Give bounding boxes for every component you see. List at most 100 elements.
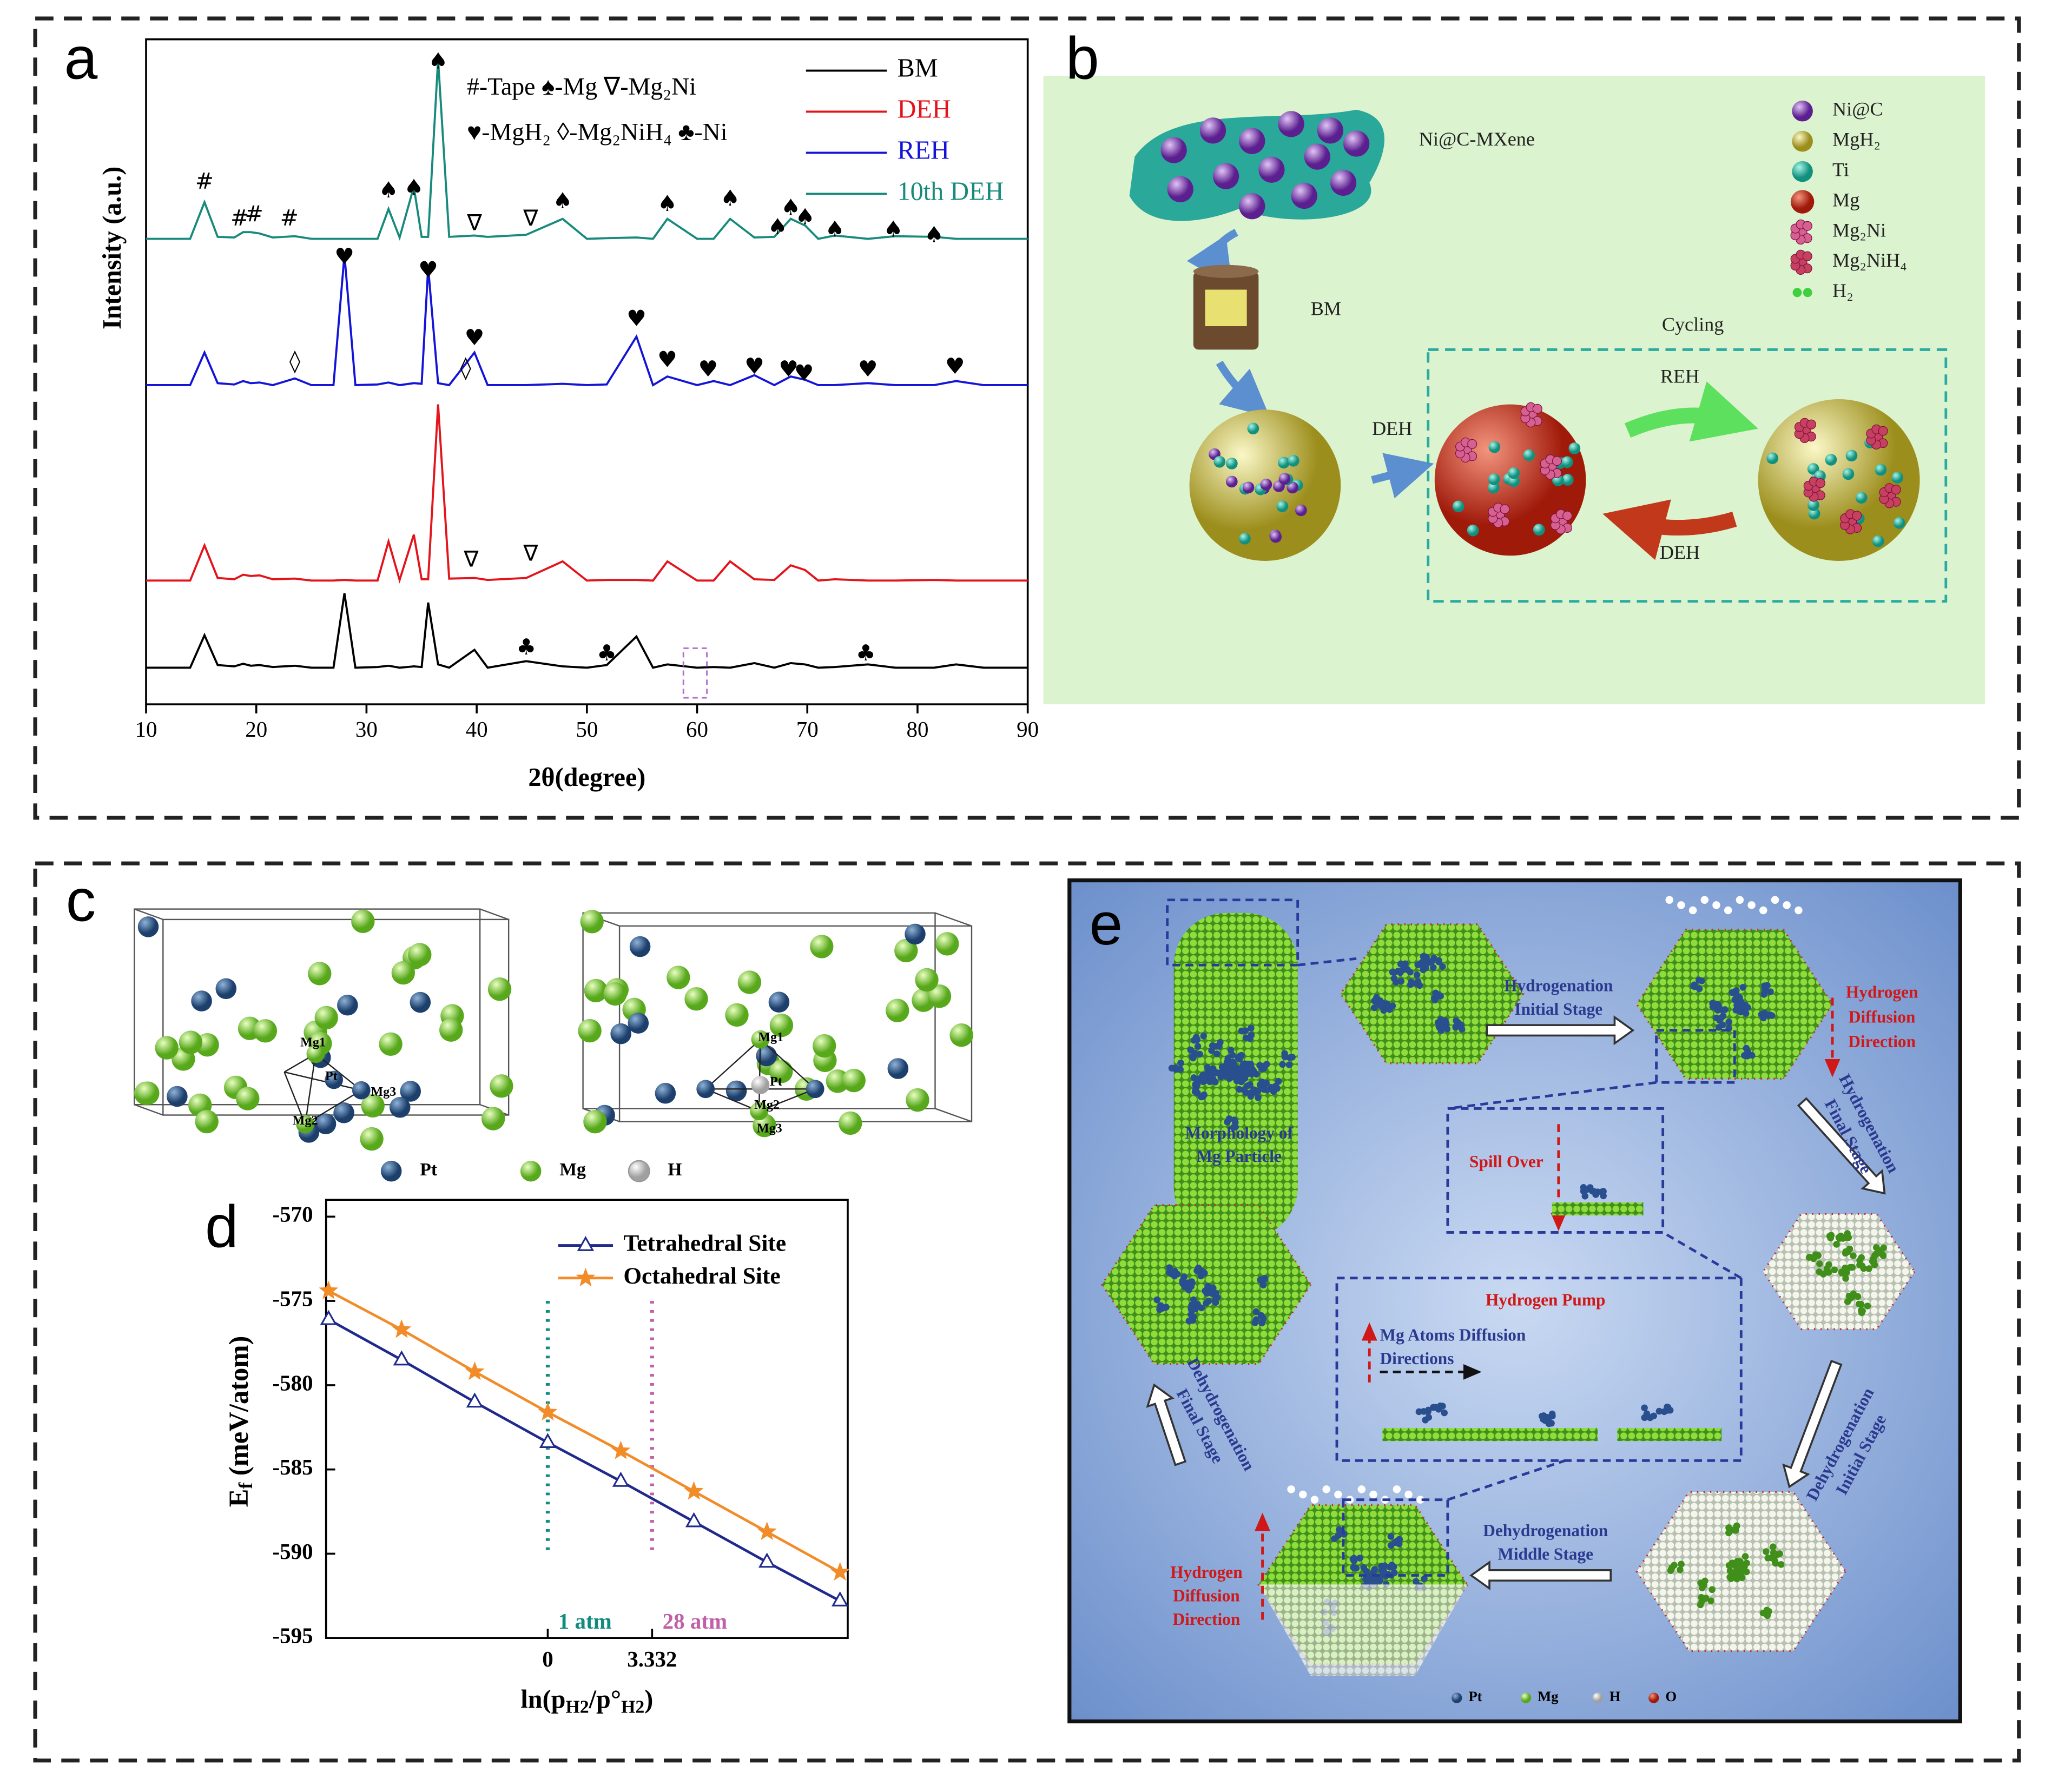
mg-atom — [915, 968, 939, 992]
triangle-marker — [612, 1471, 630, 1487]
cluster-atom — [1727, 1575, 1734, 1582]
ni-c-particle — [1212, 163, 1239, 189]
cluster-atom — [1430, 955, 1437, 962]
dashed-box — [1446, 1107, 1665, 1234]
dot — [1239, 532, 1251, 545]
label: ♠ — [795, 203, 815, 229]
series-line — [328, 1318, 841, 1602]
label: REH — [898, 136, 949, 164]
label: ♣ — [516, 634, 536, 660]
dot — [1875, 464, 1887, 476]
stage-arrow — [1486, 1015, 1635, 1046]
cluster-atom — [1209, 1042, 1216, 1049]
label: Dehydrogenation — [1483, 1521, 1608, 1540]
xrd-line — [146, 59, 1028, 241]
plot-frame — [325, 1199, 849, 1639]
cluster-atom — [1421, 1575, 1428, 1583]
label: Mg3 — [757, 1122, 782, 1136]
h-atom — [1334, 1490, 1342, 1499]
ni-c-particle — [1304, 143, 1330, 170]
cluster-atom — [1196, 1050, 1203, 1058]
h-atom — [1771, 896, 1779, 904]
dot — [1242, 481, 1255, 494]
cluster-atom — [1202, 1287, 1209, 1294]
label: Hydrogen Pump — [1486, 1290, 1605, 1309]
h-atom — [1393, 1485, 1401, 1493]
label-part: H2 — [621, 1697, 644, 1717]
cluster-atom — [1232, 1123, 1239, 1130]
ni-c-particle — [1278, 111, 1304, 137]
cluster-atom — [1677, 1566, 1684, 1573]
h-atom — [1736, 896, 1744, 904]
cluster-atom — [1827, 1234, 1835, 1242]
cluster-atom — [1248, 1024, 1255, 1032]
cluster-atom — [1203, 1071, 1210, 1078]
cluster-atom — [1250, 1086, 1257, 1094]
stage-arrow — [1782, 1359, 1843, 1489]
xrd-line — [146, 254, 1028, 387]
label: 2θ(degree) — [528, 763, 645, 792]
label: Hydrogen — [1170, 1563, 1242, 1582]
label: Mg Particle — [1196, 1147, 1282, 1166]
site-atom — [751, 1076, 770, 1094]
cluster-atom — [1279, 1061, 1286, 1068]
label: REH — [1660, 366, 1699, 387]
mg-atom — [155, 1036, 179, 1060]
cluster-atom — [1349, 1556, 1357, 1563]
site-atom — [325, 1070, 344, 1089]
cluster-atom — [1407, 981, 1414, 988]
label: Mg2 — [293, 1114, 318, 1128]
pt-atom — [137, 916, 159, 937]
cube-edge — [935, 912, 972, 927]
highlight-box — [682, 647, 708, 699]
cluster-atom — [1387, 1542, 1395, 1549]
cluster-atom — [1275, 1077, 1282, 1085]
label: a — [64, 25, 98, 91]
mg-atom — [842, 1068, 866, 1093]
dot — [1561, 456, 1573, 468]
cluster-atom — [1389, 1002, 1396, 1009]
panel-frame — [33, 16, 2021, 820]
cluster-atom — [1425, 1414, 1433, 1421]
label: Ni@C — [1832, 98, 1883, 120]
legend-swatch — [520, 1160, 542, 1182]
dot — [1295, 504, 1307, 517]
legend-swatch — [1520, 1692, 1532, 1703]
label: ♠ — [768, 214, 788, 240]
pt-atom — [315, 1113, 337, 1135]
label: ♠ — [428, 48, 448, 74]
label: 90 — [1017, 717, 1039, 742]
triangle-marker — [685, 1512, 703, 1528]
cluster-atom — [1217, 1039, 1224, 1046]
h-atom — [1783, 901, 1791, 909]
cluster-atom — [1831, 1266, 1838, 1273]
octa-edge — [758, 1039, 761, 1112]
cluster-atom — [1166, 1264, 1173, 1271]
cluster-atom — [1815, 478, 1825, 488]
tetra-edge — [304, 1054, 316, 1125]
cluster-atom — [1759, 1609, 1767, 1617]
label: ∇ — [466, 209, 482, 235]
cluster-atom — [1660, 1408, 1668, 1416]
h-atom — [1665, 896, 1673, 904]
cluster-atom — [1251, 1319, 1259, 1326]
cluster-atom — [1708, 1586, 1716, 1593]
label: ♥ — [418, 257, 438, 283]
cluster-atom — [1725, 1562, 1733, 1569]
pt-atom — [410, 991, 431, 1013]
cluster-atom — [1177, 1059, 1184, 1067]
cluster-atom — [1256, 1081, 1264, 1088]
label: ♥ — [794, 360, 814, 386]
cube-edge — [935, 1108, 972, 1122]
pt-atom — [400, 1081, 421, 1102]
label: Mg2 — [754, 1098, 780, 1112]
dot — [1225, 475, 1238, 488]
cluster-atom — [1188, 1311, 1195, 1318]
cluster-atom — [1370, 1568, 1377, 1575]
label-part: (meV/atom) — [223, 1336, 254, 1483]
cluster-atom — [1163, 1304, 1170, 1311]
cluster-atom — [1220, 1067, 1227, 1075]
cluster-atom — [1225, 1115, 1233, 1122]
cluster-atom — [1562, 511, 1573, 521]
cluster-atom — [1246, 1035, 1254, 1042]
